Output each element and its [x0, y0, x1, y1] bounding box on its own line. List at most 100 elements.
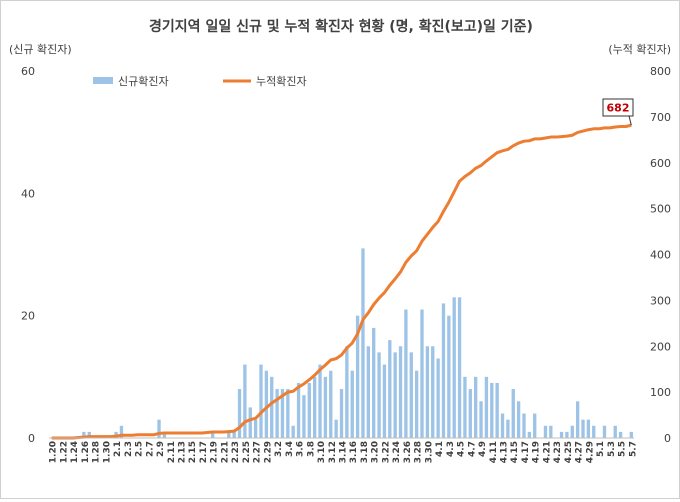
bar-3.29	[420, 309, 424, 438]
bar-2.24	[237, 389, 242, 438]
x-tick-label: 4.15	[510, 441, 520, 463]
bar-5.7	[629, 431, 633, 438]
x-tick-label: 4.1	[435, 441, 445, 457]
legend-swatch-new-cases	[93, 77, 113, 84]
x-tick-label: 4.9	[478, 441, 488, 457]
x-tick-label: 3.20	[371, 441, 381, 463]
bar-3.11	[323, 376, 328, 438]
bar-3.16	[350, 370, 354, 438]
bar-4.11	[490, 382, 494, 438]
bar-3.18	[361, 248, 365, 438]
x-tick-label: 5.3	[607, 441, 617, 457]
y-axis-left: 0 20 40 60	[21, 65, 35, 445]
x-tick-label: 1.22	[59, 441, 69, 463]
x-tick-label: 1.20	[49, 441, 59, 463]
x-tick-label: 2.15	[188, 441, 198, 463]
x-tick-label: 2.9	[156, 441, 166, 457]
x-tick-label: 3.30	[424, 441, 434, 463]
x-tick-label: 3.22	[381, 441, 391, 463]
y-right-tick-label: 0	[664, 432, 671, 445]
bar-2.29	[264, 370, 269, 438]
x-tick-label: 2.13	[177, 441, 187, 463]
bar-4.9	[479, 401, 483, 438]
x-tick-label: 4.5	[457, 441, 467, 457]
x-tick-label: 3.12	[328, 441, 338, 463]
y-right-tick-label: 200	[650, 340, 671, 353]
bar-3.26	[404, 309, 408, 438]
cumulative-line	[51, 123, 632, 440]
x-tick-label: 1.26	[81, 441, 91, 463]
last-value-callout: 682	[602, 98, 634, 126]
bar-3.24	[393, 352, 397, 438]
x-tick-label: 4.29	[585, 441, 595, 463]
x-tick-label: 2.19	[210, 441, 220, 463]
bar-4.2	[441, 303, 446, 438]
bar-2.19	[211, 431, 215, 438]
bar-3.3	[280, 389, 285, 438]
bar-3.2	[275, 389, 279, 438]
bar-2.22	[227, 431, 231, 438]
bar-4.24	[559, 431, 564, 438]
bar-4.1	[436, 358, 440, 438]
bar-5.2	[602, 425, 607, 438]
bar-3.9	[313, 376, 317, 438]
bar-1.27	[87, 431, 91, 438]
chart-title: 경기지역 일일 신규 및 누적 확진자 현황 (명, 확진(보고)일 기준)	[149, 18, 533, 35]
x-tick-label: 4.27	[575, 441, 585, 463]
x-tick-label: 2.3	[124, 441, 134, 457]
bar-3.14	[339, 389, 344, 438]
y-left-tick-label: 40	[21, 187, 35, 200]
bar-3.27	[409, 352, 413, 438]
y-left-tick-label: 60	[21, 65, 35, 78]
x-tick-label: 2.17	[199, 441, 209, 463]
bar-3.6	[296, 382, 301, 438]
x-tick-label: 1.28	[92, 441, 102, 463]
x-tick-label: 3.24	[392, 441, 402, 463]
x-tick-label: 4.17	[521, 441, 531, 463]
callout-box	[602, 98, 634, 117]
legend-label-new-cases: 신규확진자	[118, 75, 169, 88]
y-right-tick-label: 300	[650, 294, 671, 307]
x-tick-label: 5.7	[628, 441, 638, 457]
y-right-tick-label: 600	[650, 157, 671, 170]
bar-4.15	[511, 389, 515, 438]
x-tick-label: 1.30	[102, 441, 112, 463]
bar-3.15	[345, 346, 349, 438]
bar-3.12	[329, 370, 333, 438]
bar-5.5	[618, 431, 623, 438]
y-axis-left-label: (신규 확진자)	[9, 43, 72, 56]
bar-2.23	[232, 431, 236, 438]
x-tick-label: 4.7	[467, 441, 477, 457]
x-tick-label: 2.21	[220, 441, 230, 463]
bar-3.17	[355, 315, 360, 438]
bar-2.9	[157, 419, 161, 438]
x-tick-label: 2.27	[253, 441, 263, 463]
bar-3.23	[388, 340, 392, 438]
bar-3.21	[377, 352, 381, 438]
bar-4.5	[457, 297, 462, 438]
bar-3.13	[334, 419, 338, 438]
bar-4.3	[447, 315, 451, 438]
x-tick-label: 3.10	[317, 441, 327, 463]
bar-2.2	[119, 425, 124, 438]
x-tick-label: 3.26	[403, 441, 413, 463]
x-tick-label: 2.1	[113, 441, 123, 457]
bar-3.20	[372, 327, 376, 438]
bar-4.26	[570, 425, 574, 438]
bar-5.4	[613, 425, 617, 438]
x-tick-label: 3.8	[306, 441, 316, 457]
y-left-tick-label: 20	[21, 310, 35, 323]
y-right-tick-label: 800	[650, 65, 671, 78]
bar-3.30	[425, 346, 430, 438]
y-right-tick-label: 700	[650, 111, 671, 124]
x-tick-label: 3.16	[349, 441, 359, 463]
x-tick-label: 3.6	[296, 441, 306, 457]
bar-2.28	[259, 364, 263, 438]
x-tick-label: 3.4	[285, 441, 295, 457]
y-left-tick-label: 0	[28, 432, 35, 445]
new-cases-bars	[82, 248, 633, 438]
bar-3.10	[318, 364, 322, 438]
bar-4.4	[452, 297, 456, 438]
x-tick-label: 1.24	[70, 441, 80, 463]
